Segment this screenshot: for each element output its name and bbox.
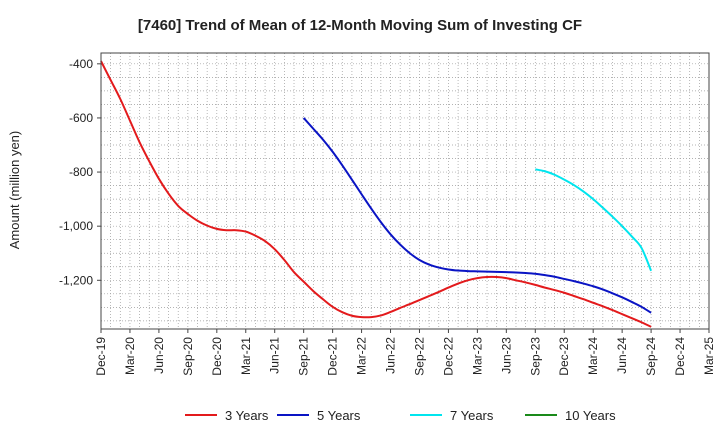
- y-axis-label: Amount (million yen): [7, 131, 22, 250]
- x-tick-label: Sep-22: [412, 337, 426, 376]
- x-tick-label: Sep-24: [644, 337, 658, 376]
- x-tick-label: Dec-23: [557, 337, 571, 376]
- x-tick-label: Jun-23: [499, 337, 513, 374]
- x-tick-label: Dec-19: [94, 337, 108, 376]
- y-tick-label: -400: [69, 57, 93, 71]
- x-axis-ticks: Dec-19 Mar-20 Jun-20 Sep-20 Dec-20 Mar-21 Jun-…: [94, 329, 716, 376]
- x-tick-label: Jun-21: [268, 337, 282, 374]
- legend-label-7-years: 7 Years: [450, 408, 494, 423]
- x-tick-label: Dec-20: [210, 337, 224, 376]
- x-tick-label: Mar-20: [123, 337, 137, 375]
- legend: 3 Years 5 Years 7 Years 10 Years: [185, 408, 616, 423]
- legend-label-10-years: 10 Years: [565, 408, 616, 423]
- x-tick-label: Mar-23: [470, 337, 484, 375]
- series-line-7-years: [535, 168, 653, 272]
- x-tick-label: Sep-21: [297, 337, 311, 376]
- x-tick-label: Dec-22: [441, 337, 455, 376]
- x-tick-label: Mar-24: [586, 337, 600, 375]
- x-tick-label: Mar-22: [355, 337, 369, 375]
- y-axis-ticks: -400 -600 -800 -1,000 -1,200: [59, 57, 101, 287]
- x-tick-label: Sep-23: [528, 337, 542, 376]
- x-tick-label: Mar-21: [239, 337, 253, 375]
- series-line-5-years: [302, 117, 652, 314]
- series-line-3-years: [100, 60, 652, 328]
- x-tick-label: Sep-20: [181, 337, 195, 376]
- y-tick-label: -1,200: [59, 273, 93, 287]
- series-lines: [100, 60, 653, 328]
- x-tick-label: Jun-22: [384, 337, 398, 374]
- y-tick-label: -1,000: [59, 219, 93, 233]
- y-tick-label: -600: [69, 111, 93, 125]
- y-tick-label: -800: [69, 165, 93, 179]
- chart-title: [7460] Trend of Mean of 12-Month Moving …: [138, 17, 582, 34]
- plot-frame: [100, 52, 710, 330]
- legend-label-5-years: 5 Years: [317, 408, 361, 423]
- x-tick-label: Jun-20: [152, 337, 166, 374]
- x-tick-label: Dec-21: [326, 337, 340, 376]
- x-tick-label: Mar-25: [702, 337, 716, 375]
- x-tick-label: Jun-24: [615, 337, 629, 374]
- x-tick-label: Dec-24: [673, 337, 687, 376]
- legend-label-3-years: 3 Years: [225, 408, 269, 423]
- grid-lines: [101, 53, 709, 329]
